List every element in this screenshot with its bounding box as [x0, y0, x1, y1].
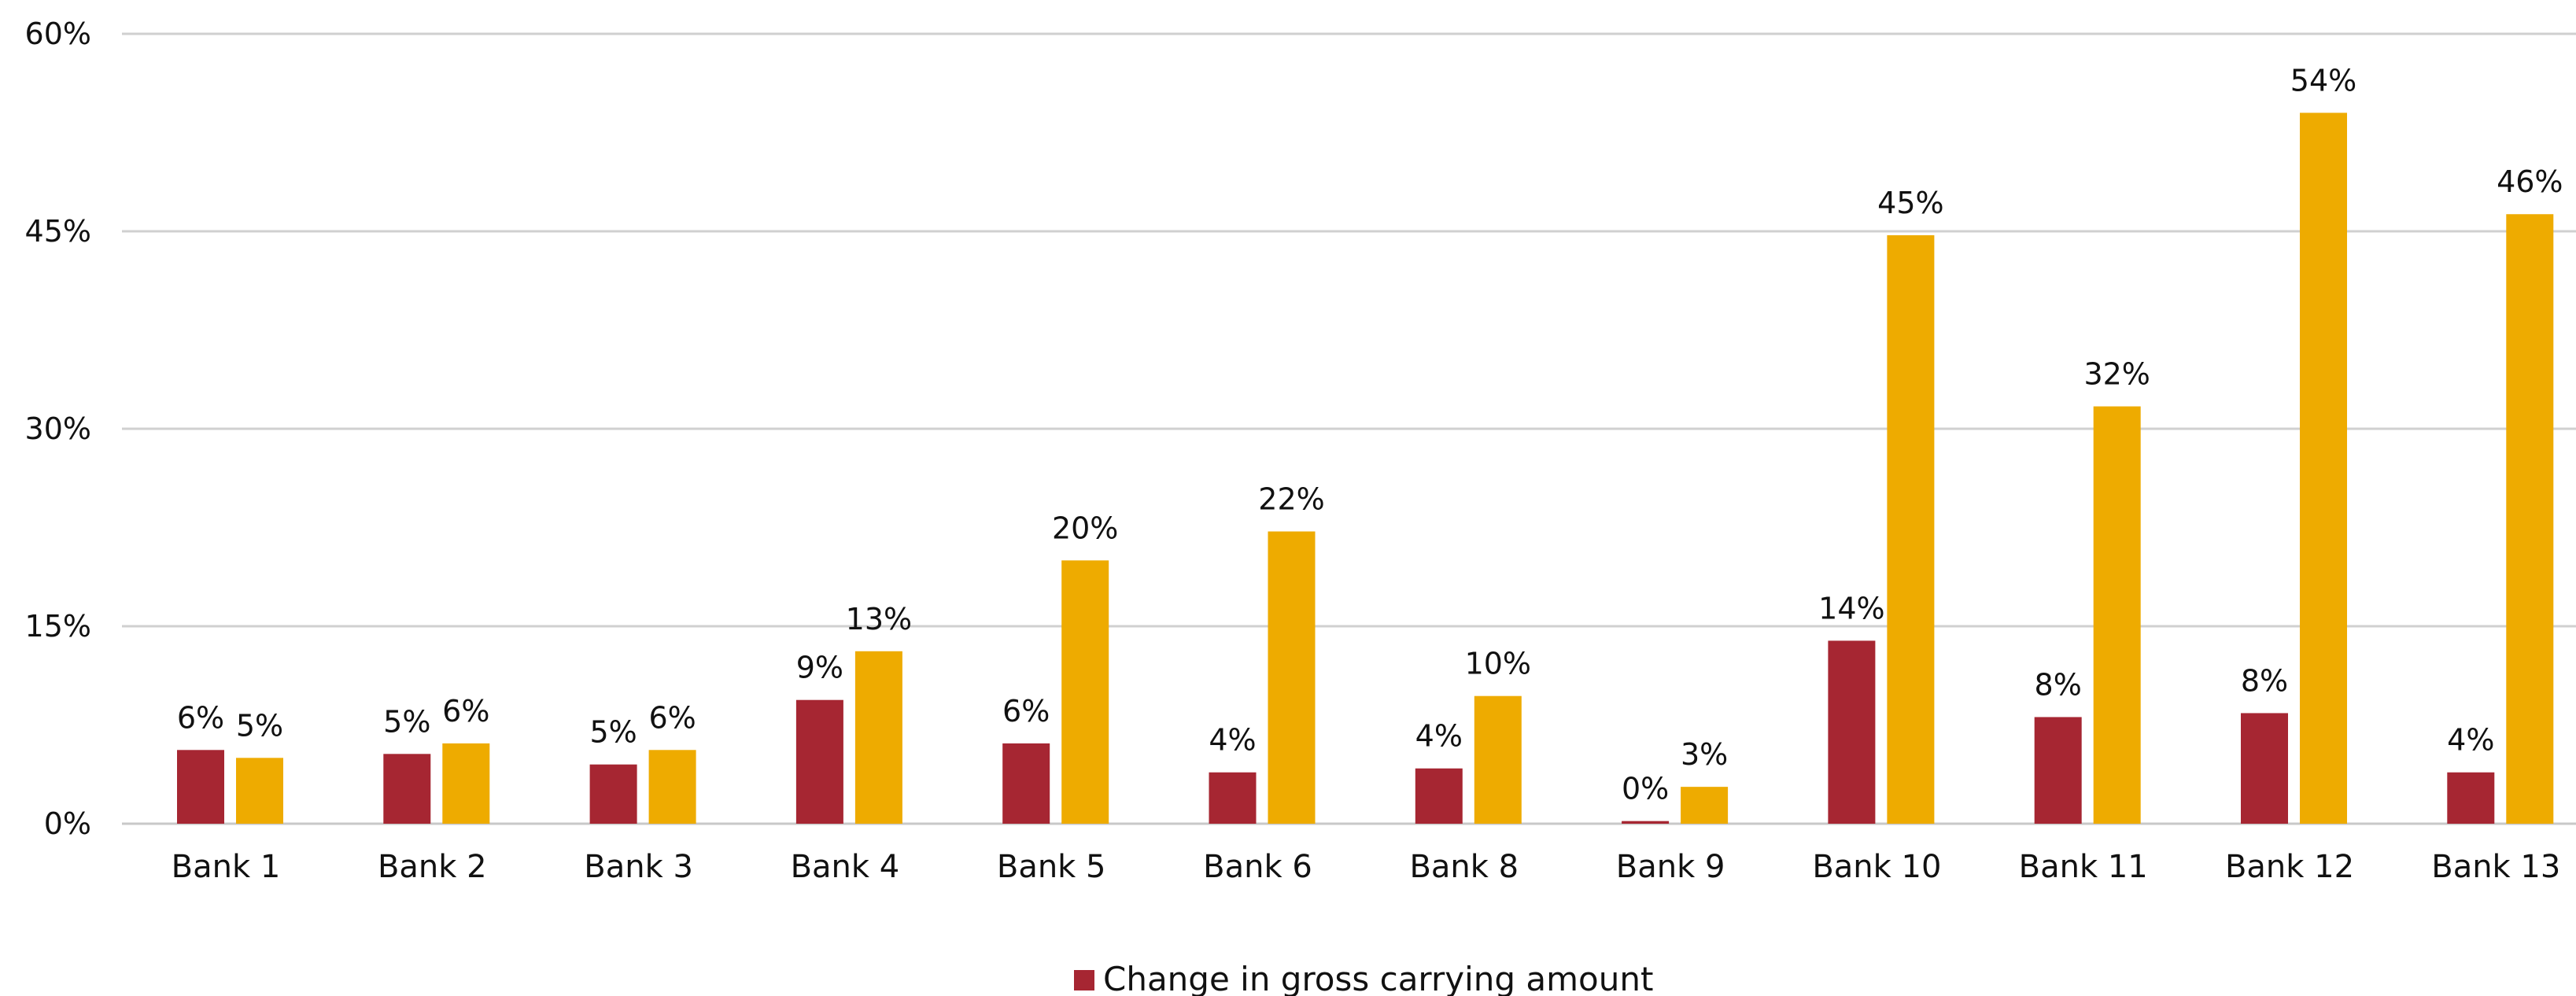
gridlines: [122, 32, 2576, 825]
bar-series1-bank-9: [1622, 821, 1670, 824]
bar-series1-bank-10: [1828, 640, 1876, 824]
bar-series2-bank-2: [442, 743, 490, 824]
y-tick-label: 30%: [25, 411, 91, 446]
data-label-series2-bank-2: 6%: [442, 694, 489, 729]
bar-series2-bank-9: [1681, 787, 1729, 824]
data-label-series1-bank-2: 5%: [383, 704, 430, 739]
bar-series1-bank-12: [2241, 713, 2288, 824]
bar-series2-bank-4: [854, 651, 902, 824]
data-label-series2-bank-4: 13%: [846, 602, 912, 636]
legend-swatch-change-in-gross-carrying-amount: [1074, 970, 1094, 990]
bar-series2-bank-6: [1268, 531, 1316, 824]
bar-series2-bank-8: [1474, 695, 1522, 824]
y-axis-tick-labels: 0% 15% 30% 45% 60%: [25, 17, 91, 841]
bar-series2-bank-5: [1061, 560, 1109, 824]
data-label-series1-bank-5: 6%: [1002, 694, 1050, 729]
data-label-series2-bank-5: 20%: [1052, 511, 1118, 545]
category-label-bank-9: Bank 9: [1616, 849, 1725, 885]
data-label-series2-bank-12: 54%: [2290, 63, 2356, 98]
data-label-series2-bank-9: 3%: [1681, 737, 1728, 772]
y-tick-label: 45%: [25, 214, 91, 249]
category-label-bank-13: Bank 13: [2431, 849, 2560, 885]
category-label-bank-10: Bank 10: [1812, 849, 1941, 885]
category-label-bank-12: Bank 12: [2225, 849, 2354, 885]
data-label-series1-bank-9: 0%: [1622, 772, 1669, 806]
data-label-series1-bank-12: 8%: [2241, 663, 2288, 698]
legend-label-change-in-gross-carrying-amount: Change in gross carrying amount: [1103, 960, 1653, 996]
legend: Change in gross carrying amount: [1074, 960, 1653, 996]
category-label-bank-6: Bank 6: [1203, 849, 1312, 885]
category-label-bank-11: Bank 11: [2019, 849, 2148, 885]
bar-series1-bank-3: [589, 764, 637, 824]
category-label-bank-4: Bank 4: [791, 849, 900, 885]
data-labels: 6% 5% 5% 6% 5% 6% 9%13% 6% 20% 4% 22% 4% 10% 0% 3% 14% 4…: [177, 63, 2563, 806]
bar-series2-bank-1: [236, 758, 283, 824]
bar-series2-bank-11: [2093, 406, 2141, 824]
bar-series1-bank-8: [1415, 768, 1463, 824]
data-label-series1-bank-10: 14%: [1818, 591, 1884, 625]
data-label-series2-bank-10: 45%: [1877, 186, 1943, 220]
bar-series1-bank-11: [2034, 717, 2082, 824]
bar-series2-bank-10: [1887, 235, 1935, 824]
data-label-series1-bank-8: 4%: [1415, 719, 1463, 754]
data-label-series1-bank-4: 9%: [796, 651, 843, 685]
bar-series1-bank-13: [2447, 772, 2495, 824]
y-tick-label: 0%: [44, 806, 91, 841]
x-axis-category-labels: Bank 1 Bank 2 Bank 3 Bank 4 Bank 5 Bank 6 Bank…: [172, 849, 2561, 885]
data-label-series1-bank-13: 4%: [2447, 723, 2494, 758]
bar-series2-bank-13: [2506, 214, 2554, 824]
category-label-bank-5: Bank 5: [997, 849, 1106, 885]
y-tick-label: 60%: [25, 17, 91, 51]
category-label-bank-8: Bank 8: [1409, 849, 1519, 885]
data-label-series2-bank-11: 32%: [2083, 357, 2150, 392]
bar-series1-bank-2: [383, 754, 431, 824]
bar-series2-bank-3: [648, 750, 696, 824]
bars: [177, 113, 2554, 824]
data-label-series2-bank-6: 22%: [1258, 482, 1324, 517]
data-label-series2-bank-3: 6%: [648, 700, 696, 735]
category-label-bank-2: Bank 2: [378, 849, 487, 885]
bar-series2-bank-12: [2300, 113, 2347, 824]
data-label-series1-bank-6: 4%: [1209, 723, 1256, 758]
bar-series1-bank-4: [795, 699, 843, 824]
category-label-bank-1: Bank 1: [172, 849, 281, 885]
data-label-series1-bank-1: 6%: [177, 700, 224, 735]
y-tick-label: 15%: [25, 609, 91, 644]
data-label-series1-bank-3: 5%: [589, 715, 637, 750]
data-label-series1-bank-11: 8%: [2035, 667, 2082, 702]
bar-series1-bank-1: [177, 750, 224, 824]
category-label-bank-3: Bank 3: [584, 849, 693, 885]
data-label-series2-bank-13: 46%: [2497, 164, 2563, 199]
data-label-series2-bank-1: 5%: [236, 708, 283, 743]
data-label-series2-bank-8: 10%: [1465, 647, 1531, 681]
bar-series1-bank-5: [1002, 743, 1050, 824]
bar-series1-bank-6: [1209, 772, 1257, 824]
